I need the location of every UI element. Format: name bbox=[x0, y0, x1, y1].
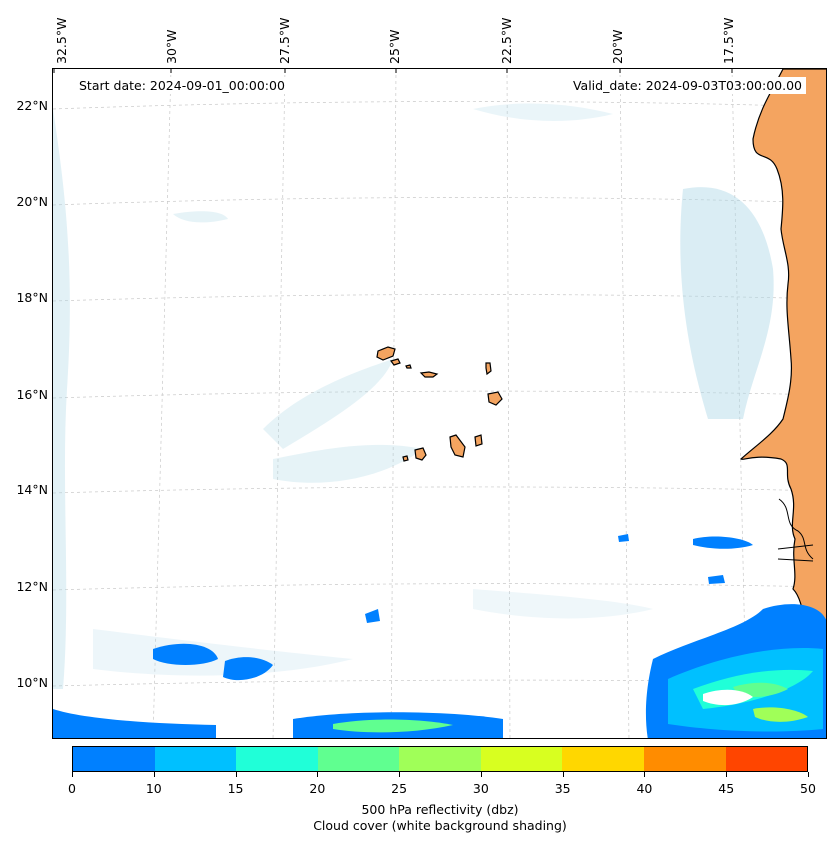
start-date-label: Start date: 2024-09-01_00:00:00 bbox=[75, 77, 289, 94]
colorbar-tickmark bbox=[808, 772, 809, 777]
colorbar-sublabel: Cloud cover (white background shading) bbox=[313, 818, 567, 833]
colorbar-tick-label: 35 bbox=[554, 781, 571, 796]
colorbar-tickmark bbox=[399, 772, 401, 777]
island-sal bbox=[485, 362, 492, 376]
island-boa-vista bbox=[487, 391, 503, 406]
reflectivity-cell-sw-3 bbox=[53, 709, 216, 738]
colorbar-tickmark bbox=[317, 772, 319, 777]
reflectivity-cell-se-6 bbox=[703, 689, 753, 706]
cloud-patch-1 bbox=[263, 359, 393, 449]
lon-label-30w: 30°W bbox=[164, 29, 179, 64]
colorbar-segment-7 bbox=[643, 747, 726, 771]
colorbar-tick-label: 40 bbox=[636, 781, 653, 796]
gridline-lat-18 bbox=[53, 294, 826, 302]
gridline-lat-12 bbox=[53, 583, 826, 591]
colorbar-segment-6 bbox=[562, 747, 644, 771]
colorbar-tickmark bbox=[562, 772, 564, 777]
lat-label-22n: 22°N bbox=[16, 98, 48, 113]
gridline-lat-10 bbox=[53, 679, 826, 687]
colorbar-tickmark bbox=[644, 772, 646, 777]
cloud-cover bbox=[53, 69, 826, 689]
lat-label-10n: 10°N bbox=[16, 675, 48, 690]
valid-date-label: Valid_date: 2024-09-03T03:00:00.00 bbox=[568, 77, 806, 94]
senegal-river-border bbox=[778, 498, 814, 560]
colorbar-label: 500 hPa reflectivity (dbz) bbox=[361, 802, 519, 817]
gridline-lon-30 bbox=[152, 69, 172, 738]
colorbar-segment-0 bbox=[73, 747, 155, 771]
lat-label-18n: 18°N bbox=[16, 290, 48, 305]
lon-label-27-5w: 27.5°W bbox=[277, 17, 292, 64]
island-brava bbox=[402, 455, 409, 462]
colorbar-segment-4 bbox=[399, 747, 481, 771]
colorbar-tick-label: 0 bbox=[68, 781, 76, 796]
colorbar-tick-label: 25 bbox=[391, 781, 408, 796]
colorbar-tickmark bbox=[235, 772, 237, 777]
reflectivity-cell-sw-1 bbox=[153, 643, 218, 665]
island-sao-nicolau bbox=[419, 371, 439, 378]
colorbar-tickmark bbox=[726, 772, 728, 777]
colorbar-segment-2 bbox=[236, 747, 318, 771]
lon-ticks bbox=[53, 69, 733, 73]
gridline-lon-25 bbox=[390, 69, 397, 738]
reflectivity-cell-se-5 bbox=[753, 707, 808, 722]
cape-verde-islands bbox=[376, 346, 503, 462]
reflectivity-cell-sw-2 bbox=[223, 657, 273, 681]
cloud-band-east bbox=[680, 187, 774, 419]
gambia-border bbox=[777, 544, 814, 562]
cloud-patch-5 bbox=[93, 629, 353, 676]
island-santiago bbox=[449, 434, 466, 458]
colorbar-tick-label: 10 bbox=[145, 781, 162, 796]
colorbar-tickmark bbox=[153, 772, 155, 777]
island-fogo bbox=[414, 447, 427, 461]
gridline-lon-20 bbox=[619, 69, 630, 738]
colorbar-tick-label: 30 bbox=[472, 781, 489, 796]
reflectivity-cell-small-2 bbox=[618, 534, 629, 542]
reflectivity-cell-s-2 bbox=[333, 719, 453, 733]
reflectivity-cell-e-2 bbox=[708, 575, 725, 584]
gridline-lat-20 bbox=[53, 197, 826, 206]
colorbar-tick-label: 50 bbox=[800, 781, 816, 796]
colorbar-tick-label: 20 bbox=[309, 781, 326, 796]
cloud-patch-4 bbox=[473, 103, 613, 121]
colorbar-tickmark bbox=[480, 772, 482, 777]
africa-land bbox=[740, 69, 826, 738]
colorbar-segment-3 bbox=[317, 747, 400, 771]
island-sao-vicente bbox=[389, 358, 401, 366]
lon-label-22-5w: 22.5°W bbox=[499, 17, 514, 64]
lon-label-32-5w: 32.5°W bbox=[54, 17, 69, 64]
colorbar-segment-8 bbox=[725, 747, 808, 771]
island-maio bbox=[474, 434, 483, 447]
island-santo-antao bbox=[376, 346, 396, 361]
reflectivity-colorbar bbox=[72, 746, 808, 772]
colorbar-segment-5 bbox=[480, 747, 563, 771]
lon-label-17-5w: 17.5°W bbox=[721, 17, 736, 64]
lon-label-25w: 25°W bbox=[387, 29, 402, 64]
gridlines bbox=[53, 69, 826, 738]
cloud-band-west bbox=[53, 109, 70, 689]
lat-label-16n: 16°N bbox=[16, 387, 48, 402]
map-canvas bbox=[53, 69, 826, 738]
colorbar-tick-label: 45 bbox=[718, 781, 735, 796]
gridline-lon-22-5 bbox=[506, 69, 511, 738]
gridline-lat-22 bbox=[53, 101, 826, 110]
lat-label-14n: 14°N bbox=[16, 482, 48, 497]
colorbar-segment-1 bbox=[154, 747, 237, 771]
island-santa-luzia bbox=[405, 364, 412, 369]
gridline-lat-14 bbox=[53, 486, 826, 494]
cloud-patch-6 bbox=[473, 589, 653, 619]
lat-label-20n: 20°N bbox=[16, 194, 48, 209]
colorbar-tickmark bbox=[72, 772, 73, 777]
cloud-patch-3 bbox=[173, 211, 228, 223]
lat-label-12n: 12°N bbox=[16, 579, 48, 594]
colorbar-tick-label: 15 bbox=[227, 781, 244, 796]
gridline-lat-16 bbox=[53, 390, 826, 399]
map-panel[interactable]: Start date: 2024-09-01_00:00:00 Valid_da… bbox=[52, 68, 827, 739]
reflectivity-cells bbox=[53, 534, 826, 738]
reflectivity-cell-e-1 bbox=[693, 536, 753, 549]
gridline-lon-27-5 bbox=[272, 69, 286, 738]
lon-label-20w: 20°W bbox=[610, 29, 625, 64]
reflectivity-cell-small-1 bbox=[365, 609, 380, 623]
cloud-patch-2 bbox=[273, 444, 423, 483]
